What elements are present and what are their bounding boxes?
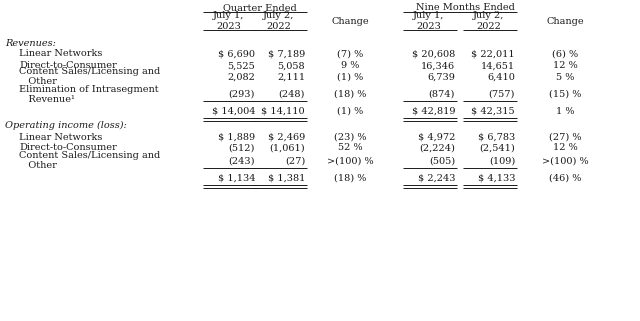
Text: 14,651: 14,651 [481,62,515,71]
Text: 5 %: 5 % [556,73,574,82]
Text: >(100) %: >(100) % [326,157,373,166]
Text: Other: Other [19,161,57,170]
Text: $ 14,110: $ 14,110 [261,107,305,116]
Text: 12 %: 12 % [552,62,577,71]
Text: (248): (248) [278,90,305,99]
Text: Change: Change [546,16,584,25]
Text: 6,739: 6,739 [427,73,455,82]
Text: $ 7,189: $ 7,189 [268,49,305,58]
Text: Elimination of Intrasegment: Elimination of Intrasegment [19,84,159,93]
Text: Revenues:: Revenues: [5,39,56,48]
Text: (874): (874) [429,90,455,99]
Text: July 1,
2023: July 1, 2023 [413,11,445,31]
Text: 5,058: 5,058 [277,62,305,71]
Text: $ 2,243: $ 2,243 [417,173,455,183]
Text: $ 6,690: $ 6,690 [218,49,255,58]
Text: (18) %: (18) % [334,90,366,99]
Text: (6) %: (6) % [552,49,578,58]
Text: (7) %: (7) % [337,49,363,58]
Text: (18) %: (18) % [334,173,366,183]
Text: (505): (505) [429,157,455,166]
Text: 5,525: 5,525 [227,62,255,71]
Text: (2,224): (2,224) [419,143,455,152]
Text: (293): (293) [228,90,255,99]
Text: 1 %: 1 % [556,107,574,116]
Text: 2,111: 2,111 [277,73,305,82]
Text: Nine Months Ended: Nine Months Ended [415,4,515,13]
Text: $ 22,011: $ 22,011 [472,49,515,58]
Text: $ 4,972: $ 4,972 [418,133,455,142]
Text: (15) %: (15) % [549,90,581,99]
Text: Operating income (loss):: Operating income (loss): [5,120,127,130]
Text: $ 14,004: $ 14,004 [211,107,255,116]
Text: 52 %: 52 % [338,143,362,152]
Text: July 2,
2022: July 2, 2022 [474,11,505,31]
Text: (27) %: (27) % [548,133,581,142]
Text: July 2,
2022: July 2, 2022 [263,11,294,31]
Text: (1) %: (1) % [337,107,363,116]
Text: 12 %: 12 % [552,143,577,152]
Text: Content Sales/Licensing and: Content Sales/Licensing and [19,152,160,160]
Text: $ 1,889: $ 1,889 [218,133,255,142]
Text: $ 1,381: $ 1,381 [268,173,305,183]
Text: Direct-to-Consumer: Direct-to-Consumer [19,143,116,152]
Text: $ 42,315: $ 42,315 [472,107,515,116]
Text: (1) %: (1) % [337,73,363,82]
Text: Revenue¹: Revenue¹ [19,94,75,103]
Text: Change: Change [331,16,369,25]
Text: 2,082: 2,082 [227,73,255,82]
Text: (243): (243) [228,157,255,166]
Text: Other: Other [19,77,57,86]
Text: (109): (109) [489,157,515,166]
Text: (23) %: (23) % [333,133,366,142]
Text: July 1,
2023: July 1, 2023 [213,11,244,31]
Text: (757): (757) [488,90,515,99]
Text: 9 %: 9 % [341,62,359,71]
Text: 6,410: 6,410 [487,73,515,82]
Text: $ 42,819: $ 42,819 [412,107,455,116]
Text: Linear Networks: Linear Networks [19,133,102,142]
Text: (2,541): (2,541) [479,143,515,152]
Text: Quarter Ended: Quarter Ended [223,4,297,13]
Text: (46) %: (46) % [549,173,581,183]
Text: $ 6,783: $ 6,783 [477,133,515,142]
Text: 16,346: 16,346 [421,62,455,71]
Text: Linear Networks: Linear Networks [19,49,102,58]
Text: Direct-to-Consumer: Direct-to-Consumer [19,62,116,71]
Text: (27): (27) [285,157,305,166]
Text: $ 4,133: $ 4,133 [477,173,515,183]
Text: Content Sales/Licensing and: Content Sales/Licensing and [19,67,160,76]
Text: $ 20,608: $ 20,608 [412,49,455,58]
Text: (512): (512) [228,143,255,152]
Text: (1,061): (1,061) [269,143,305,152]
Text: $ 1,134: $ 1,134 [218,173,255,183]
Text: >(100) %: >(100) % [541,157,588,166]
Text: $ 2,469: $ 2,469 [268,133,305,142]
